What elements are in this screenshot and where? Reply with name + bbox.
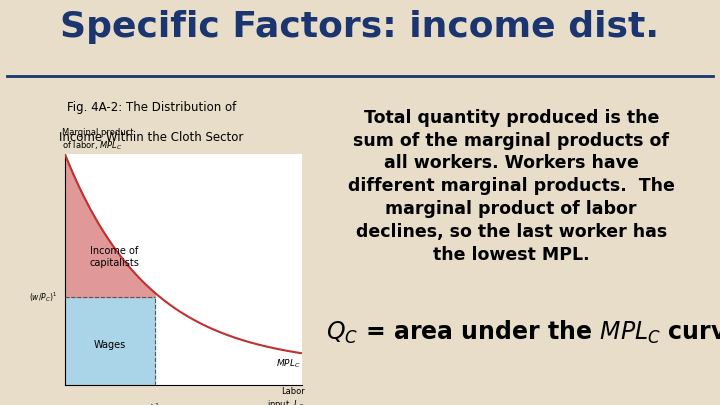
Text: Fig. 4A-2: The Distribution of: Fig. 4A-2: The Distribution of	[66, 101, 236, 114]
Text: $Q_C$ = area under the $MPL_C$ curve.: $Q_C$ = area under the $MPL_C$ curve.	[325, 319, 720, 346]
Text: $MPL_C$: $MPL_C$	[276, 357, 301, 369]
Text: $L^1_C$: $L^1_C$	[149, 401, 161, 405]
Text: Marginal product
of labor, $MPL_C$: Marginal product of labor, $MPL_C$	[63, 128, 134, 151]
Text: Specific Factors: income dist.: Specific Factors: income dist.	[60, 10, 660, 44]
Text: Income Within the Cloth Sector: Income Within the Cloth Sector	[59, 131, 243, 144]
Text: Wages: Wages	[94, 340, 126, 350]
Text: $(w/P_C)^1$: $(w/P_C)^1$	[30, 290, 58, 304]
Text: Labor
input, $L_C$: Labor input, $L_C$	[267, 387, 305, 405]
Text: Total quantity produced is the
sum of the marginal products of
all workers. Work: Total quantity produced is the sum of th…	[348, 109, 675, 264]
Text: Income of
capitalists: Income of capitalists	[89, 246, 140, 268]
